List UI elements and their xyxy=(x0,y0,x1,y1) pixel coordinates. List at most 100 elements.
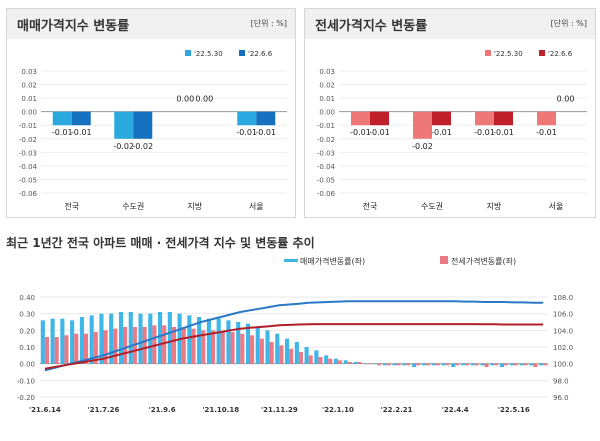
sale-bar xyxy=(275,333,280,364)
y-left-tick-label: 0.10 xyxy=(19,344,35,352)
sale-bar xyxy=(118,312,124,364)
legend-swatch xyxy=(284,259,298,262)
legend-label: 매매가격변동률(좌) xyxy=(300,256,365,266)
jeonse-bar xyxy=(484,363,489,367)
sale-bar xyxy=(509,363,514,366)
jeonse-bar xyxy=(435,363,440,366)
sale-bar xyxy=(285,338,290,364)
jeonse-bar xyxy=(201,330,206,364)
legend-label: '22.5.30 xyxy=(494,50,523,58)
y-right-tick-label: 108.0 xyxy=(553,294,573,302)
data-label: -0.01 xyxy=(431,128,452,137)
legend-swatch xyxy=(485,50,491,56)
jeonse-bar xyxy=(230,332,235,364)
bar xyxy=(494,111,513,126)
y-tick-label: -0.01 xyxy=(317,122,335,130)
x-tick-label: '22.2.21 xyxy=(381,406,413,414)
bar xyxy=(432,111,451,126)
y-right-tick-label: 104.0 xyxy=(553,327,573,335)
y-tick-label: 0.03 xyxy=(319,68,335,76)
sale-bar xyxy=(402,363,407,366)
sale-bar xyxy=(70,320,75,364)
data-label: -0.02 xyxy=(132,142,153,151)
jeonse-panel-unit: [단위 : %] xyxy=(550,19,587,28)
sale-bar xyxy=(324,355,329,364)
data-label: 0.00 xyxy=(195,95,213,104)
sale-bar xyxy=(79,317,84,364)
jeonse-bar xyxy=(162,325,167,364)
bar xyxy=(114,111,134,139)
sale-bar xyxy=(392,363,397,366)
x-tick-label: '21.11.29 xyxy=(261,406,298,414)
y-tick-label: -0.05 xyxy=(19,176,37,184)
jeonse-bar xyxy=(357,362,362,364)
sale-bar xyxy=(519,363,524,366)
sale-bar xyxy=(539,363,544,366)
sale-bar xyxy=(245,323,251,364)
sale-bar xyxy=(372,363,378,365)
sale-bar xyxy=(499,363,505,367)
sale-change-panel: 매매가격지수 변동률 [단위 : %] 0.03 0.02 0.01 0.00 -0.0… xyxy=(6,8,296,218)
sale-bar xyxy=(255,327,260,364)
bar xyxy=(475,111,494,126)
sale-bar xyxy=(167,312,172,364)
category-label: 전국 xyxy=(363,201,378,211)
jeonse-bar xyxy=(240,333,245,364)
sale-bar xyxy=(128,312,133,364)
sale-bar xyxy=(158,312,163,364)
data-label: -0.01 xyxy=(369,128,390,137)
jeonse-bar xyxy=(504,363,509,366)
sale-panel-unit: [단위 : %] xyxy=(250,19,287,28)
sale-bar xyxy=(236,322,241,364)
category-label: 지방 xyxy=(487,201,502,211)
jeonse-bar xyxy=(455,363,460,366)
sale-bar xyxy=(333,358,338,364)
data-label: -0.01 xyxy=(474,128,495,137)
bar xyxy=(413,111,432,139)
jeonse-bar xyxy=(386,363,391,366)
sale-bar xyxy=(40,320,45,364)
bar xyxy=(370,111,389,126)
jeonse-bar xyxy=(543,363,548,366)
y-tick-label: 0.01 xyxy=(21,95,37,103)
jeonse-bar xyxy=(259,338,264,364)
sale-bar xyxy=(412,363,417,367)
sale-bar xyxy=(460,363,465,366)
jeonse-bar xyxy=(220,332,225,364)
y-tick-label: -0.06 xyxy=(317,190,336,198)
bar xyxy=(71,111,91,126)
sale-bar xyxy=(451,363,456,367)
y-tick-label: -0.03 xyxy=(317,149,335,157)
jeonse-bar xyxy=(83,333,89,364)
bar xyxy=(537,111,556,126)
jeonse-bar xyxy=(347,362,352,364)
sale-bar xyxy=(89,315,94,364)
jeonse-bar xyxy=(513,363,518,366)
category-label: 서울 xyxy=(249,202,264,211)
y-right-tick-label: 106.0 xyxy=(553,311,573,319)
sale-bar xyxy=(50,318,55,364)
y-tick-label: 0.00 xyxy=(21,109,37,117)
jeonse-change-chart: 0.03 0.02 0.01 0.00 -0.01 -0.02 -0.03 -0.04 -0.0… xyxy=(317,50,587,211)
jeonse-bar xyxy=(279,345,284,364)
jeonse-bar xyxy=(64,335,69,364)
legend-label: '22.6.6 xyxy=(248,50,273,58)
sale-bar xyxy=(265,330,270,364)
y-tick-label: -0.04 xyxy=(19,163,38,171)
sale-panel-title: 매매가격지수 변동률 xyxy=(17,19,130,34)
sale-bar xyxy=(470,363,475,366)
jeonse-bar xyxy=(191,328,196,364)
jeonse-bar xyxy=(523,363,528,366)
jeonse-bar xyxy=(318,357,323,364)
jeonse-bar xyxy=(250,335,255,364)
data-label: -0.01 xyxy=(350,128,371,137)
sale-bar xyxy=(216,318,221,364)
y-left-tick-label: 0.00 xyxy=(19,361,35,369)
sale-bar xyxy=(109,313,114,364)
jeonse-bar xyxy=(103,330,108,364)
x-tick-label: '21.7.26 xyxy=(88,406,120,414)
jeonse-bar xyxy=(298,352,303,364)
x-tick-label: '21.9.6 xyxy=(149,406,176,414)
panel-header: 전세가격지수 변동률 [단위 : %] xyxy=(305,9,595,39)
sale-bar xyxy=(363,363,368,365)
